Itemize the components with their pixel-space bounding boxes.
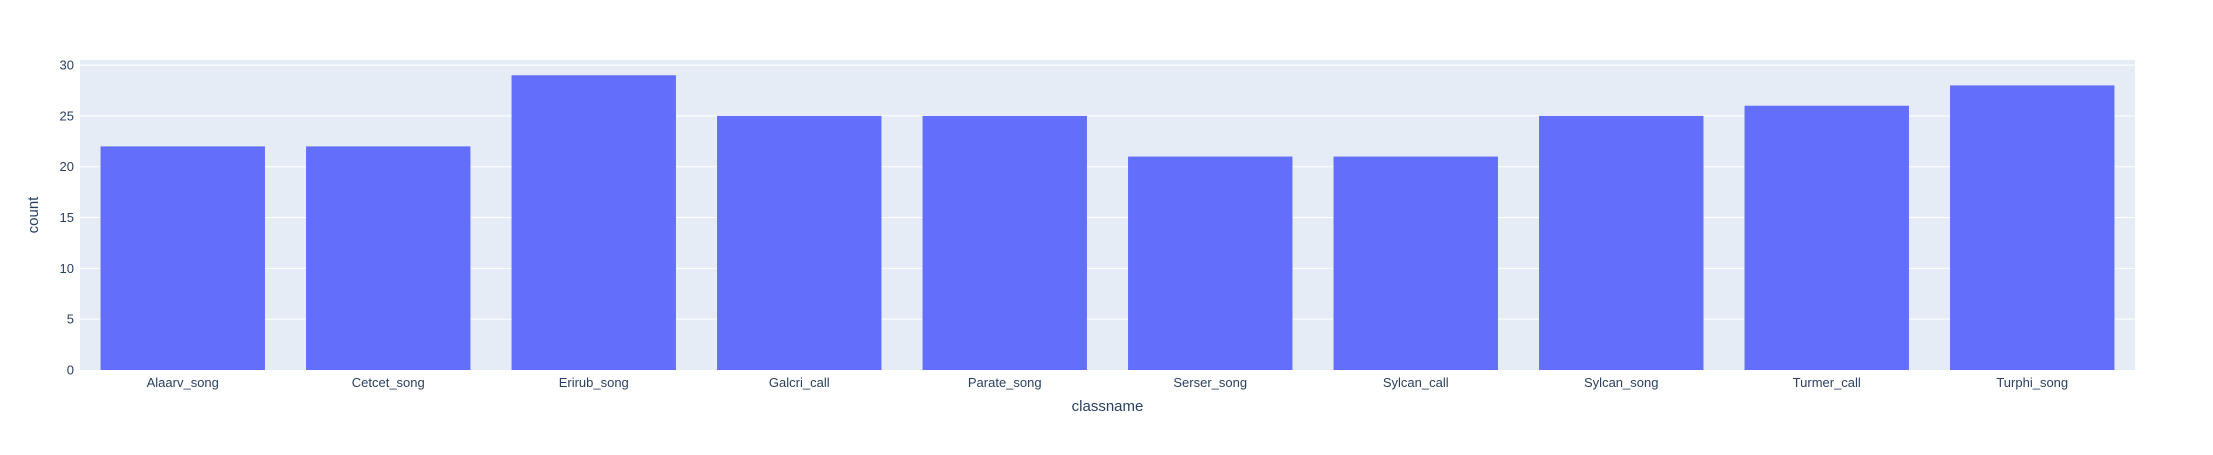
y-tick-label: 5 [67,312,74,327]
x-tick-label: Alaarv_song [147,375,219,390]
y-tick-label: 20 [60,159,74,174]
bar[interactable] [1744,105,1909,370]
bars [100,75,2115,370]
x-tick-label: Erirub_song [559,375,629,390]
y-tick-label: 0 [67,363,74,378]
x-tick-label: Turmer_call [1793,375,1861,390]
y-axis-title: count [25,196,42,234]
bar[interactable] [717,115,882,370]
y-tick-label: 10 [60,261,74,276]
bar[interactable] [922,115,1087,370]
bar[interactable] [100,146,265,370]
x-tick-label: Serser_song [1173,375,1247,390]
bar[interactable] [511,75,676,370]
x-tick-label: Turphi_song [1996,375,2068,390]
x-axis-title: classname [1072,398,1144,415]
x-tick-label: Parate_song [968,375,1042,390]
bar[interactable] [1539,115,1704,370]
x-tick-labels: Alaarv_song Cetcet_song Erirub_song Galcri_… [147,375,2069,390]
x-tick-label: Sylcan_song [1584,375,1658,390]
y-tick-labels: 0 5 10 15 20 25 30 [60,58,74,378]
x-tick-label: Sylcan_call [1383,375,1449,390]
y-tick-label: 15 [60,210,74,225]
y-tick-label: 30 [60,58,74,73]
x-tick-label: Cetcet_song [352,375,425,390]
y-tick-label: 25 [60,108,74,123]
bar[interactable] [1950,85,2115,370]
bar[interactable] [1333,156,1498,370]
bar[interactable] [1128,156,1293,370]
x-tick-label: Galcri_call [769,375,830,390]
bar[interactable] [306,146,471,370]
